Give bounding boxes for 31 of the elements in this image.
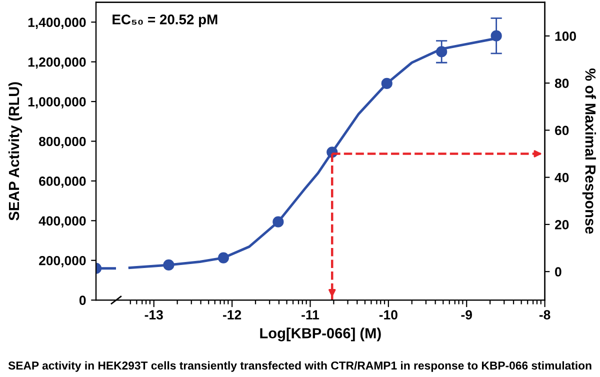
y-tick-label: 800,000 xyxy=(39,136,86,148)
y2-tick-label: 60 xyxy=(555,126,569,136)
point xyxy=(436,46,448,58)
point xyxy=(381,78,392,90)
y-tick-label: 1,200,000 xyxy=(28,57,86,69)
y2-tick-label: 0 xyxy=(555,267,562,276)
annotation: EC₅₀ = 20.52 pM xyxy=(112,14,218,28)
y-axis-title: SEAP Activity (RLU) xyxy=(8,82,22,220)
y-tick-label: 600,000 xyxy=(39,176,86,188)
x-tick-label: -10 xyxy=(379,310,398,320)
y2-tick-label: 40 xyxy=(554,172,569,182)
point xyxy=(490,30,502,42)
x-tick-label: -13 xyxy=(144,310,163,320)
x-axis-title: Log[KBP-066] (M) xyxy=(260,328,381,342)
point xyxy=(163,259,174,271)
point xyxy=(218,252,230,264)
y-tick-label: 1,000,000 xyxy=(28,97,86,108)
x-tick-label: -11 xyxy=(302,310,320,320)
y-tick-label: 0 xyxy=(79,296,86,306)
point xyxy=(272,216,284,228)
y-tick-label: 200,000 xyxy=(39,256,86,268)
x-tick-label: -12 xyxy=(223,310,242,320)
x-tick-label: -9 xyxy=(461,310,472,320)
x-tick-label: -8 xyxy=(539,310,550,320)
y2-tick-label: 20 xyxy=(554,220,569,230)
y-tick-label: 1,400,000 xyxy=(28,18,86,29)
y2-axis-title: % of Maximal Response xyxy=(582,68,596,234)
y2-tick-label: 80 xyxy=(554,78,569,88)
y2-tick-label: 100 xyxy=(555,32,576,41)
text: SEAP activity in HEK293T cells transiently transfected with CTR/RAMP1 in response to KBP-066 stimulation xyxy=(8,361,592,372)
y-tick-label: 400,000 xyxy=(38,216,86,228)
